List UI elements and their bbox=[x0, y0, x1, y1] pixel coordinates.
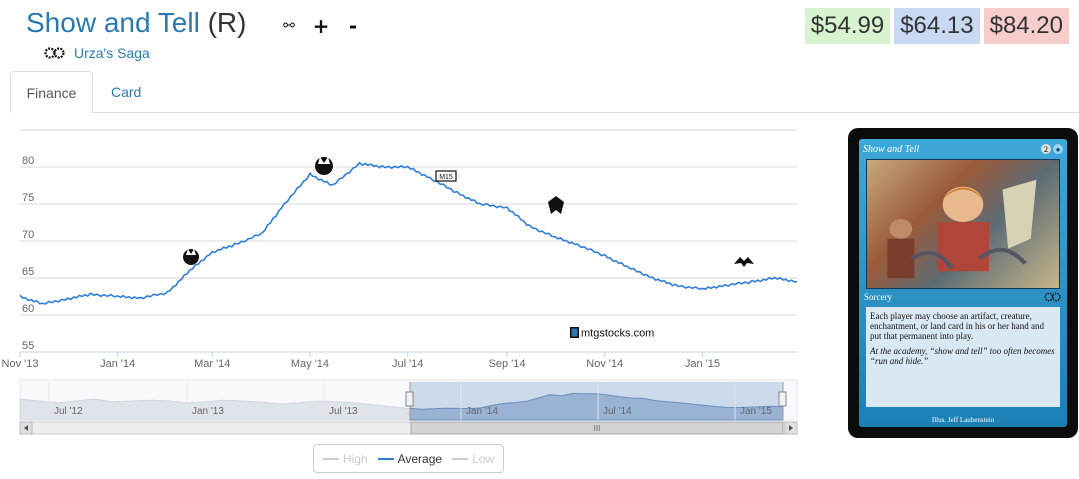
navigator-label: Jan '15 bbox=[740, 406, 772, 417]
card-image-title-bar: Show and Tell 2 ● bbox=[863, 142, 1063, 156]
x-tick-label: Jul '14 bbox=[392, 358, 423, 370]
card-illustrator: Illus. Jeff Laubenstein bbox=[931, 416, 995, 424]
mana-blue-icon: ● bbox=[1053, 144, 1063, 154]
x-tick-label: Mar '14 bbox=[194, 358, 230, 370]
x-tick-label: Nov '14 bbox=[586, 358, 623, 370]
navigator-label: Jul '14 bbox=[603, 406, 632, 417]
urzas-saga-icon bbox=[44, 47, 65, 59]
card-set-symbol-icon bbox=[1044, 292, 1061, 302]
chart-x-axis: Nov '13 Jan '14 Mar '14 May '14 Jul '14 Sep '… bbox=[2, 352, 720, 370]
card-artwork bbox=[866, 159, 1060, 289]
scroll-left-arrow-icon bbox=[24, 425, 28, 431]
legend-high-label: High bbox=[342, 451, 368, 466]
card-text-box: Each player may choose an artifact, crea… bbox=[866, 307, 1060, 407]
navigator-label: Jan '14 bbox=[466, 406, 498, 417]
card-rules-text: Each player may choose an artifact, crea… bbox=[870, 311, 1044, 341]
card-image-title: Show and Tell bbox=[863, 143, 920, 155]
legend-average-label: Average bbox=[397, 451, 443, 466]
scroll-right-arrow-icon bbox=[789, 425, 793, 431]
scroll-grip: III bbox=[594, 424, 601, 433]
navigator-label: Jul '13 bbox=[329, 406, 358, 417]
add-icon[interactable]: + bbox=[312, 14, 330, 38]
set-row: Urza's Saga bbox=[44, 45, 150, 61]
y-tick-label: 60 bbox=[22, 303, 34, 315]
price-badges: $54.99 $64.13 $84.20 bbox=[804, 8, 1069, 44]
high-price-badge: $84.20 bbox=[983, 8, 1069, 44]
low-price-badge: $54.99 bbox=[804, 8, 891, 44]
legend-item-high[interactable]: High bbox=[322, 451, 368, 466]
navigator-selected-area bbox=[409, 392, 784, 421]
average-series-line[interactable] bbox=[19, 161, 798, 305]
tab-card[interactable]: Card bbox=[111, 84, 142, 100]
born-of-the-gods-icon bbox=[315, 157, 333, 175]
navigator-axis-labels: Jul '12 Jan '13 Jul '13 Jan '14 Jul '14 Jan '… bbox=[48, 382, 772, 420]
khans-of-tarkir-icon bbox=[548, 196, 564, 214]
card-type: Sorcery bbox=[864, 292, 892, 302]
scroll-thumb[interactable] bbox=[410, 421, 784, 435]
y-tick-label: 65 bbox=[22, 266, 34, 278]
watermark-text: mtgstocks.com bbox=[581, 328, 654, 340]
navigator-label: Jul '12 bbox=[54, 406, 83, 417]
remove-icon[interactable]: - bbox=[348, 14, 358, 38]
legend-low-swatch bbox=[452, 457, 469, 460]
y-tick-label: 70 bbox=[22, 229, 34, 241]
chart-legend: High Average Low bbox=[313, 444, 504, 473]
svg-text:M15: M15 bbox=[439, 174, 453, 181]
journey-into-nyx-icon bbox=[183, 249, 199, 265]
price-chart: 55 60 65 70 75 80 Nov '13 Jan '14 Mar '14 May '1… bbox=[2, 129, 798, 435]
card-rarity: (R) bbox=[207, 7, 247, 38]
page-title: Show and Tell (R) bbox=[26, 7, 246, 39]
hide-icon[interactable]: ⚯ bbox=[283, 18, 295, 34]
chart-scrollbar[interactable]: III bbox=[19, 421, 798, 435]
set-release-markers: M15 bbox=[183, 157, 754, 267]
legend-average-swatch bbox=[377, 457, 394, 460]
average-price-badge: $64.13 bbox=[894, 8, 980, 44]
navigator-history-area bbox=[19, 398, 411, 421]
card-name: Show and Tell bbox=[26, 7, 200, 38]
x-tick-label: May '14 bbox=[291, 358, 329, 370]
watermark: mtgstocks.com bbox=[570, 327, 654, 340]
navigator-right-handle[interactable] bbox=[778, 391, 787, 407]
x-tick-label: Sep '14 bbox=[489, 358, 526, 370]
y-tick-label: 55 bbox=[22, 340, 34, 352]
x-tick-label: Nov '13 bbox=[2, 358, 39, 370]
artwork-illustration bbox=[887, 179, 1037, 279]
card-flavor-text: At the academy, “show and tell” too ofte… bbox=[870, 346, 1055, 366]
x-tick-label: Jan '15 bbox=[685, 358, 720, 370]
tab-finance[interactable]: Finance bbox=[10, 71, 93, 113]
card-frame: Show and Tell 2 ● So bbox=[859, 139, 1067, 427]
chart-gridlines bbox=[20, 129, 797, 353]
y-tick-label: 75 bbox=[22, 192, 34, 204]
x-tick-label: Jan '14 bbox=[100, 358, 135, 370]
legend-high-swatch bbox=[322, 457, 339, 460]
set-link[interactable]: Urza's Saga bbox=[74, 45, 150, 61]
navigator-left-handle[interactable] bbox=[405, 391, 414, 407]
m15-icon: M15 bbox=[435, 170, 457, 182]
title-actions: ⚯ + - bbox=[279, 14, 363, 38]
tab-bar: Finance Card bbox=[10, 71, 1079, 113]
legend-item-low[interactable]: Low bbox=[452, 452, 494, 466]
mana-cost: 2 ● bbox=[1041, 144, 1063, 154]
chart-y-axis: 55 60 65 70 75 80 bbox=[22, 155, 34, 352]
y-tick-label: 80 bbox=[22, 155, 34, 167]
navigator-label: Jan '13 bbox=[192, 406, 224, 417]
card-type-line: Sorcery bbox=[864, 292, 1062, 304]
chart-navigator[interactable]: Jul '12 Jan '13 Jul '13 Jan '14 Jul '14 Jan '… bbox=[19, 379, 798, 421]
fate-reforged-icon bbox=[734, 257, 754, 267]
navigator-selection[interactable] bbox=[410, 382, 783, 420]
card-image: Show and Tell 2 ● So bbox=[848, 128, 1078, 438]
mana-generic-icon: 2 bbox=[1041, 144, 1051, 154]
legend-low-label: Low bbox=[472, 451, 495, 466]
legend-item-average[interactable]: Average bbox=[377, 451, 443, 466]
